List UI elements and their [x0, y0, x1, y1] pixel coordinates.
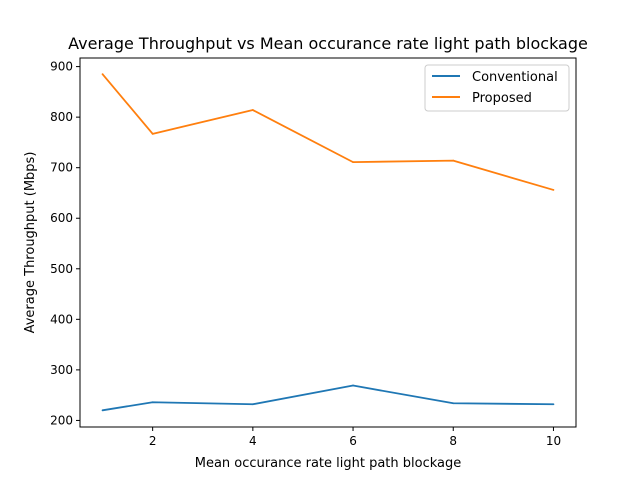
- legend-frame: [424, 64, 570, 112]
- legend-label-conventional: Conventional: [472, 70, 558, 85]
- x-axis-label: Mean occurance rate light path blockage: [195, 456, 462, 471]
- data-point-conventional: [151, 401, 154, 404]
- data-point-proposed: [552, 189, 555, 191]
- data-point-proposed: [251, 109, 254, 111]
- series-line-conventional: [102, 384, 554, 412]
- y-tick-label: 400: [50, 312, 73, 326]
- data-point-proposed: [101, 73, 104, 76]
- y-tick-label: 600: [50, 211, 73, 225]
- y-tick-label: 900: [50, 60, 73, 74]
- y-tick-label: 500: [50, 262, 73, 276]
- x-axis-ticks: 2 4 6 8 10: [149, 427, 561, 448]
- data-point-conventional: [101, 409, 104, 412]
- data-point-conventional: [251, 403, 254, 406]
- y-tick-label: 700: [50, 161, 73, 175]
- plot-frame: [79, 57, 577, 428]
- data-point-conventional: [352, 384, 354, 387]
- y-tick-label: 300: [50, 363, 73, 377]
- x-tick-label: 8: [449, 434, 457, 448]
- x-tick-label: 6: [349, 434, 357, 448]
- x-tick-label: 2: [149, 434, 157, 448]
- legend-label-proposed: Proposed: [472, 91, 532, 106]
- y-tick-label: 800: [50, 110, 73, 124]
- series-lines: [101, 73, 555, 412]
- plot-area: [80, 58, 576, 427]
- data-point-conventional: [452, 402, 455, 405]
- data-point-proposed: [352, 161, 354, 164]
- data-point-conventional: [552, 403, 555, 406]
- chart-title: Average Throughput vs Mean occurance rat…: [68, 34, 588, 53]
- y-tick-label: 200: [50, 413, 73, 427]
- y-axis-ticks: 200 300 400 500 600 700 800 900: [50, 60, 80, 427]
- y-axis-label: Average Throughput (Mbps): [23, 152, 38, 334]
- data-point-proposed: [151, 132, 154, 135]
- legend: Conventional Proposed: [424, 64, 570, 112]
- series-line-proposed: [101, 73, 554, 191]
- x-tick-label: 4: [249, 434, 257, 448]
- x-tick-label: 10: [546, 434, 561, 448]
- data-point-proposed: [452, 159, 455, 162]
